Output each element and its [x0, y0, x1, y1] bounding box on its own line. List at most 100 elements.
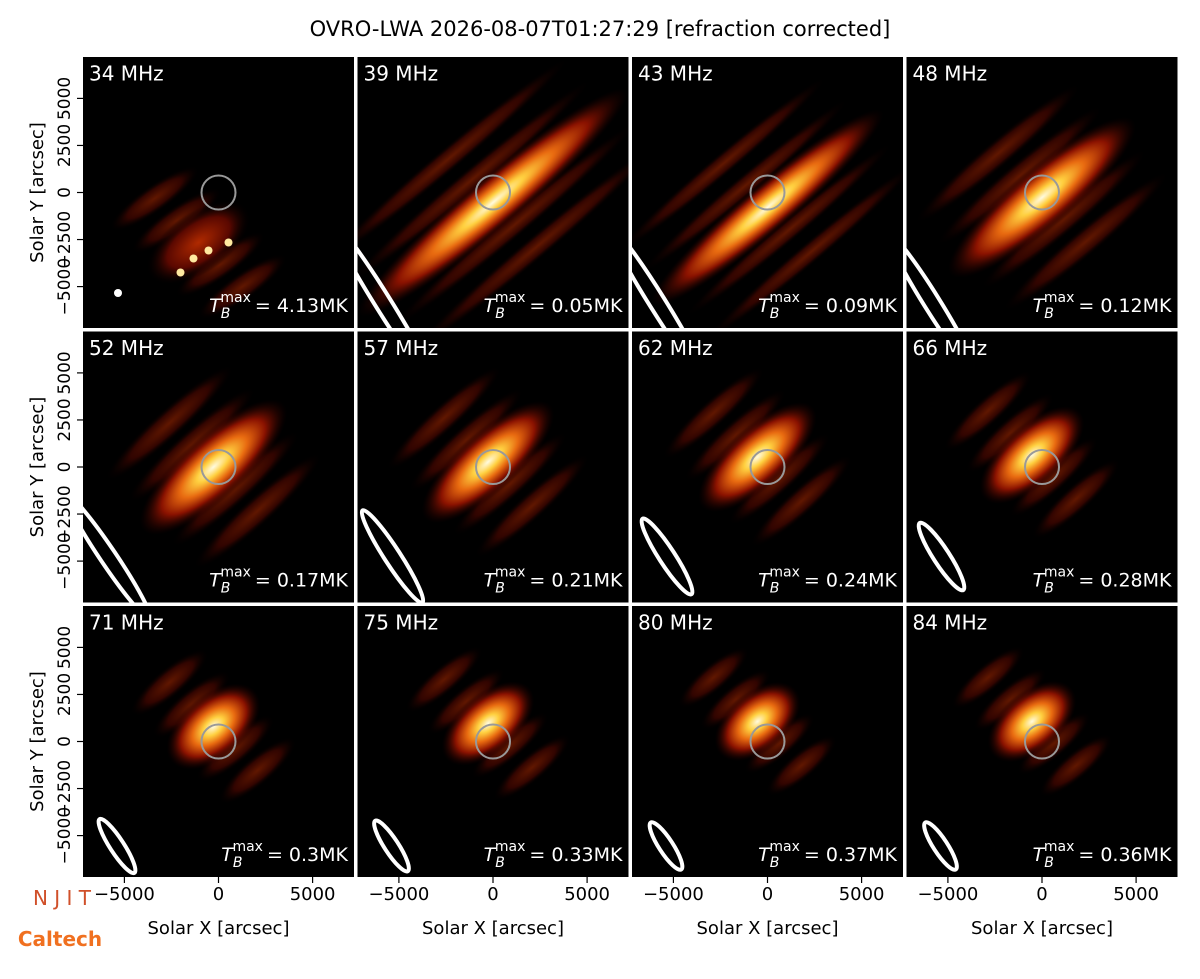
x-tick-label: 5000: [839, 884, 885, 905]
annotation-symbol: T: [484, 295, 497, 317]
sidelobe: [105, 364, 234, 482]
solar-disk: [200, 174, 237, 211]
annotation-sub: B: [770, 855, 780, 871]
emission: [357, 88, 629, 317]
x-axis-label: Solar X [arcsec]: [971, 918, 1113, 939]
solar-disk: [749, 723, 786, 760]
annotation-value: = 0.24MK: [804, 570, 898, 592]
annotation-sub: B: [770, 581, 780, 597]
beam: [359, 508, 426, 603]
sidelobe: [684, 388, 787, 482]
logo-njit: N J I T: [33, 886, 92, 910]
y-axis-label: Solar Y [arcsec]: [27, 122, 48, 263]
panel-title: 52 MHz: [89, 336, 164, 360]
annotation-sup: max: [495, 565, 526, 581]
solar-disk: [475, 174, 511, 211]
image: [357, 606, 629, 877]
annotation-sub: B: [770, 306, 780, 322]
x-tick-label: 0: [213, 884, 224, 905]
sidelobe: [493, 734, 571, 801]
annotation-sub: B: [495, 581, 505, 597]
image: [357, 57, 629, 328]
annotation-symbol: T: [1033, 844, 1046, 866]
y-tick-label: 0: [55, 462, 75, 473]
y-tick-label: 2500: [55, 124, 75, 167]
annotation-sub: B: [495, 306, 505, 322]
sidelobe: [699, 668, 772, 731]
sidelobe: [416, 144, 629, 328]
x-tick-label: 5000: [564, 884, 610, 905]
beam: [114, 289, 122, 297]
panel-title: 84 MHz: [913, 611, 988, 635]
image: [632, 331, 903, 603]
panel: 66 MHz TBmax = 0.28MK: [906, 331, 1178, 603]
y-tick-label: 0: [55, 187, 75, 198]
solar-disk: [1024, 723, 1060, 760]
sidelobe: [936, 105, 1104, 246]
annotation: TBmax = 0.36MK: [1033, 839, 1172, 871]
beam: [632, 223, 708, 328]
annotation-symbol: T: [1033, 295, 1046, 317]
annotation-sub: B: [221, 581, 231, 597]
annotation-sup: max: [220, 290, 251, 306]
hotspot: [224, 238, 233, 247]
x-tick-label: 5000: [290, 884, 336, 905]
emission: [714, 681, 801, 762]
y-tick-label: 5000: [55, 351, 75, 394]
annotation-symbol: T: [758, 295, 771, 317]
annotation-symbol: T: [484, 570, 497, 592]
image: [632, 606, 903, 877]
sidelobe: [109, 165, 200, 232]
sidelobe: [632, 76, 828, 251]
beam: [647, 820, 685, 872]
panel-title: 39 MHz: [364, 62, 439, 86]
beam: [639, 516, 695, 597]
annotation-sub: B: [1044, 306, 1054, 322]
sidelobe: [357, 78, 592, 283]
annotation-value: = 0.36MK: [1078, 844, 1172, 866]
x-tick-label: 0: [487, 884, 498, 905]
sidelobe: [1002, 171, 1170, 312]
solar-disk: [475, 723, 511, 760]
annotation: TBmax = 0.3MK: [221, 839, 348, 871]
solar-disk: [475, 449, 511, 485]
sidelobe: [427, 668, 505, 735]
sidelobe: [662, 366, 765, 460]
beam: [372, 818, 411, 874]
annotation: TBmax = 0.37MK: [758, 839, 897, 871]
y-tick-label: −2500: [55, 485, 75, 543]
sidelobe: [1031, 458, 1121, 540]
solar-disk: [200, 723, 237, 760]
emission: [987, 680, 1077, 763]
beam: [96, 816, 138, 876]
annotation-sup: max: [769, 839, 800, 855]
sidelobe: [474, 453, 590, 559]
y-tick-label: −5000: [55, 532, 75, 590]
sidelobe: [743, 712, 816, 775]
image: [906, 331, 1178, 603]
emission: [441, 681, 535, 766]
panel-title: 66 MHz: [913, 336, 988, 360]
annotation-sub: B: [233, 855, 243, 871]
annotation-symbol: T: [209, 570, 222, 592]
annotation-sub: B: [221, 306, 231, 322]
emission: [979, 406, 1085, 504]
annotation: TBmax = 0.21MK: [484, 565, 623, 597]
y-tick-label: 0: [55, 736, 75, 747]
x-tick-label: −5000: [368, 884, 429, 905]
panel: 34 MHz TBmax = 4.13MK −5000−2500 0 2500 5000 So…: [27, 57, 354, 328]
sidelobe: [193, 452, 322, 570]
sidelobe: [130, 648, 209, 717]
annotation-sup: max: [1044, 565, 1075, 581]
solar-disk: [749, 174, 786, 211]
x-tick-label: 0: [1036, 884, 1047, 905]
x-axis-label: Solar X [arcsec]: [422, 918, 564, 939]
solar-disk: [1024, 449, 1060, 485]
sidelobe: [750, 454, 853, 548]
annotation-sub: B: [495, 855, 505, 871]
emission: [146, 200, 251, 285]
